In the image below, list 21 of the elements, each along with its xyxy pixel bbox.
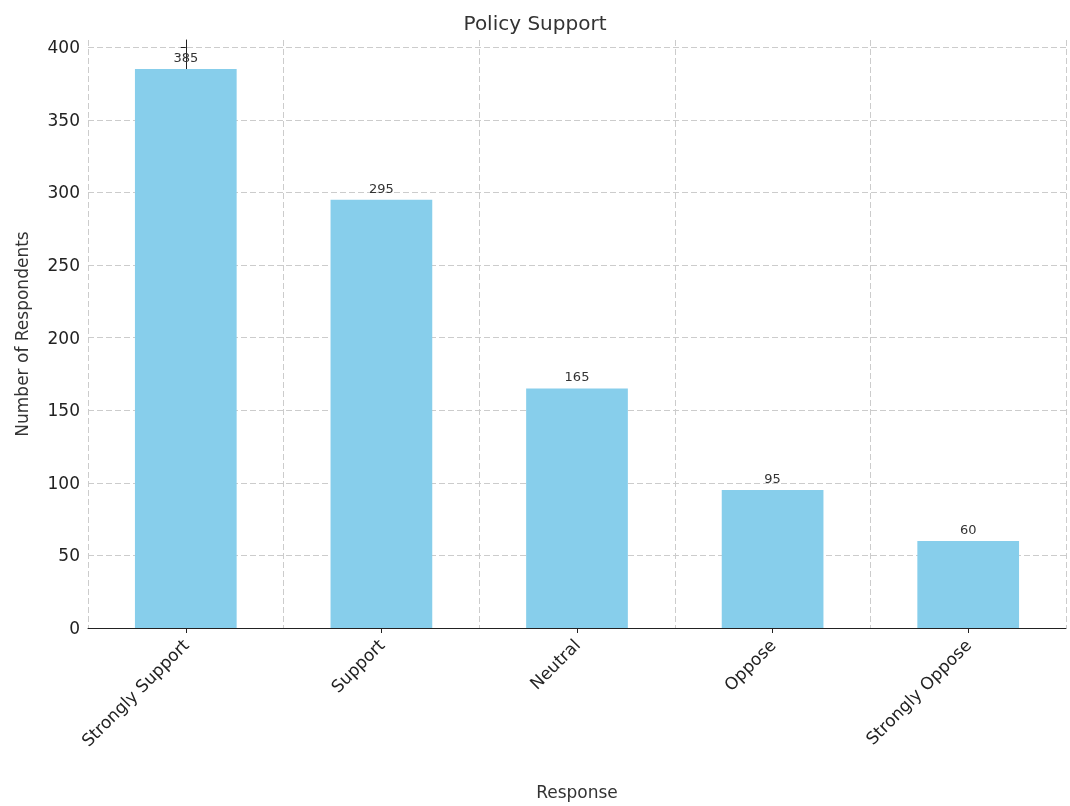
y-tick-label: 300 bbox=[47, 182, 80, 203]
y-tick-label: 250 bbox=[47, 255, 80, 276]
data-label: 95 bbox=[764, 471, 781, 487]
bar bbox=[526, 388, 628, 628]
bar bbox=[721, 490, 824, 628]
y-tick-label: 400 bbox=[47, 37, 80, 58]
y-tick-label: 200 bbox=[47, 327, 80, 348]
x-axis-title: Response bbox=[536, 781, 618, 802]
bar bbox=[134, 69, 237, 628]
bar bbox=[330, 199, 433, 628]
data-label: 295 bbox=[368, 180, 394, 196]
y-axis-title: Number of Respondents bbox=[11, 231, 32, 437]
bar bbox=[917, 540, 1020, 628]
y-tick-label: 0 bbox=[69, 618, 80, 638]
data-label: 60 bbox=[959, 521, 977, 537]
data-label: 165 bbox=[564, 369, 590, 385]
chart-title: Policy Support bbox=[463, 11, 607, 35]
y-tick-label: 350 bbox=[47, 109, 80, 130]
y-tick-label: 50 bbox=[58, 545, 80, 566]
y-tick-label: 150 bbox=[47, 400, 80, 421]
y-tick-label: 100 bbox=[47, 472, 80, 493]
